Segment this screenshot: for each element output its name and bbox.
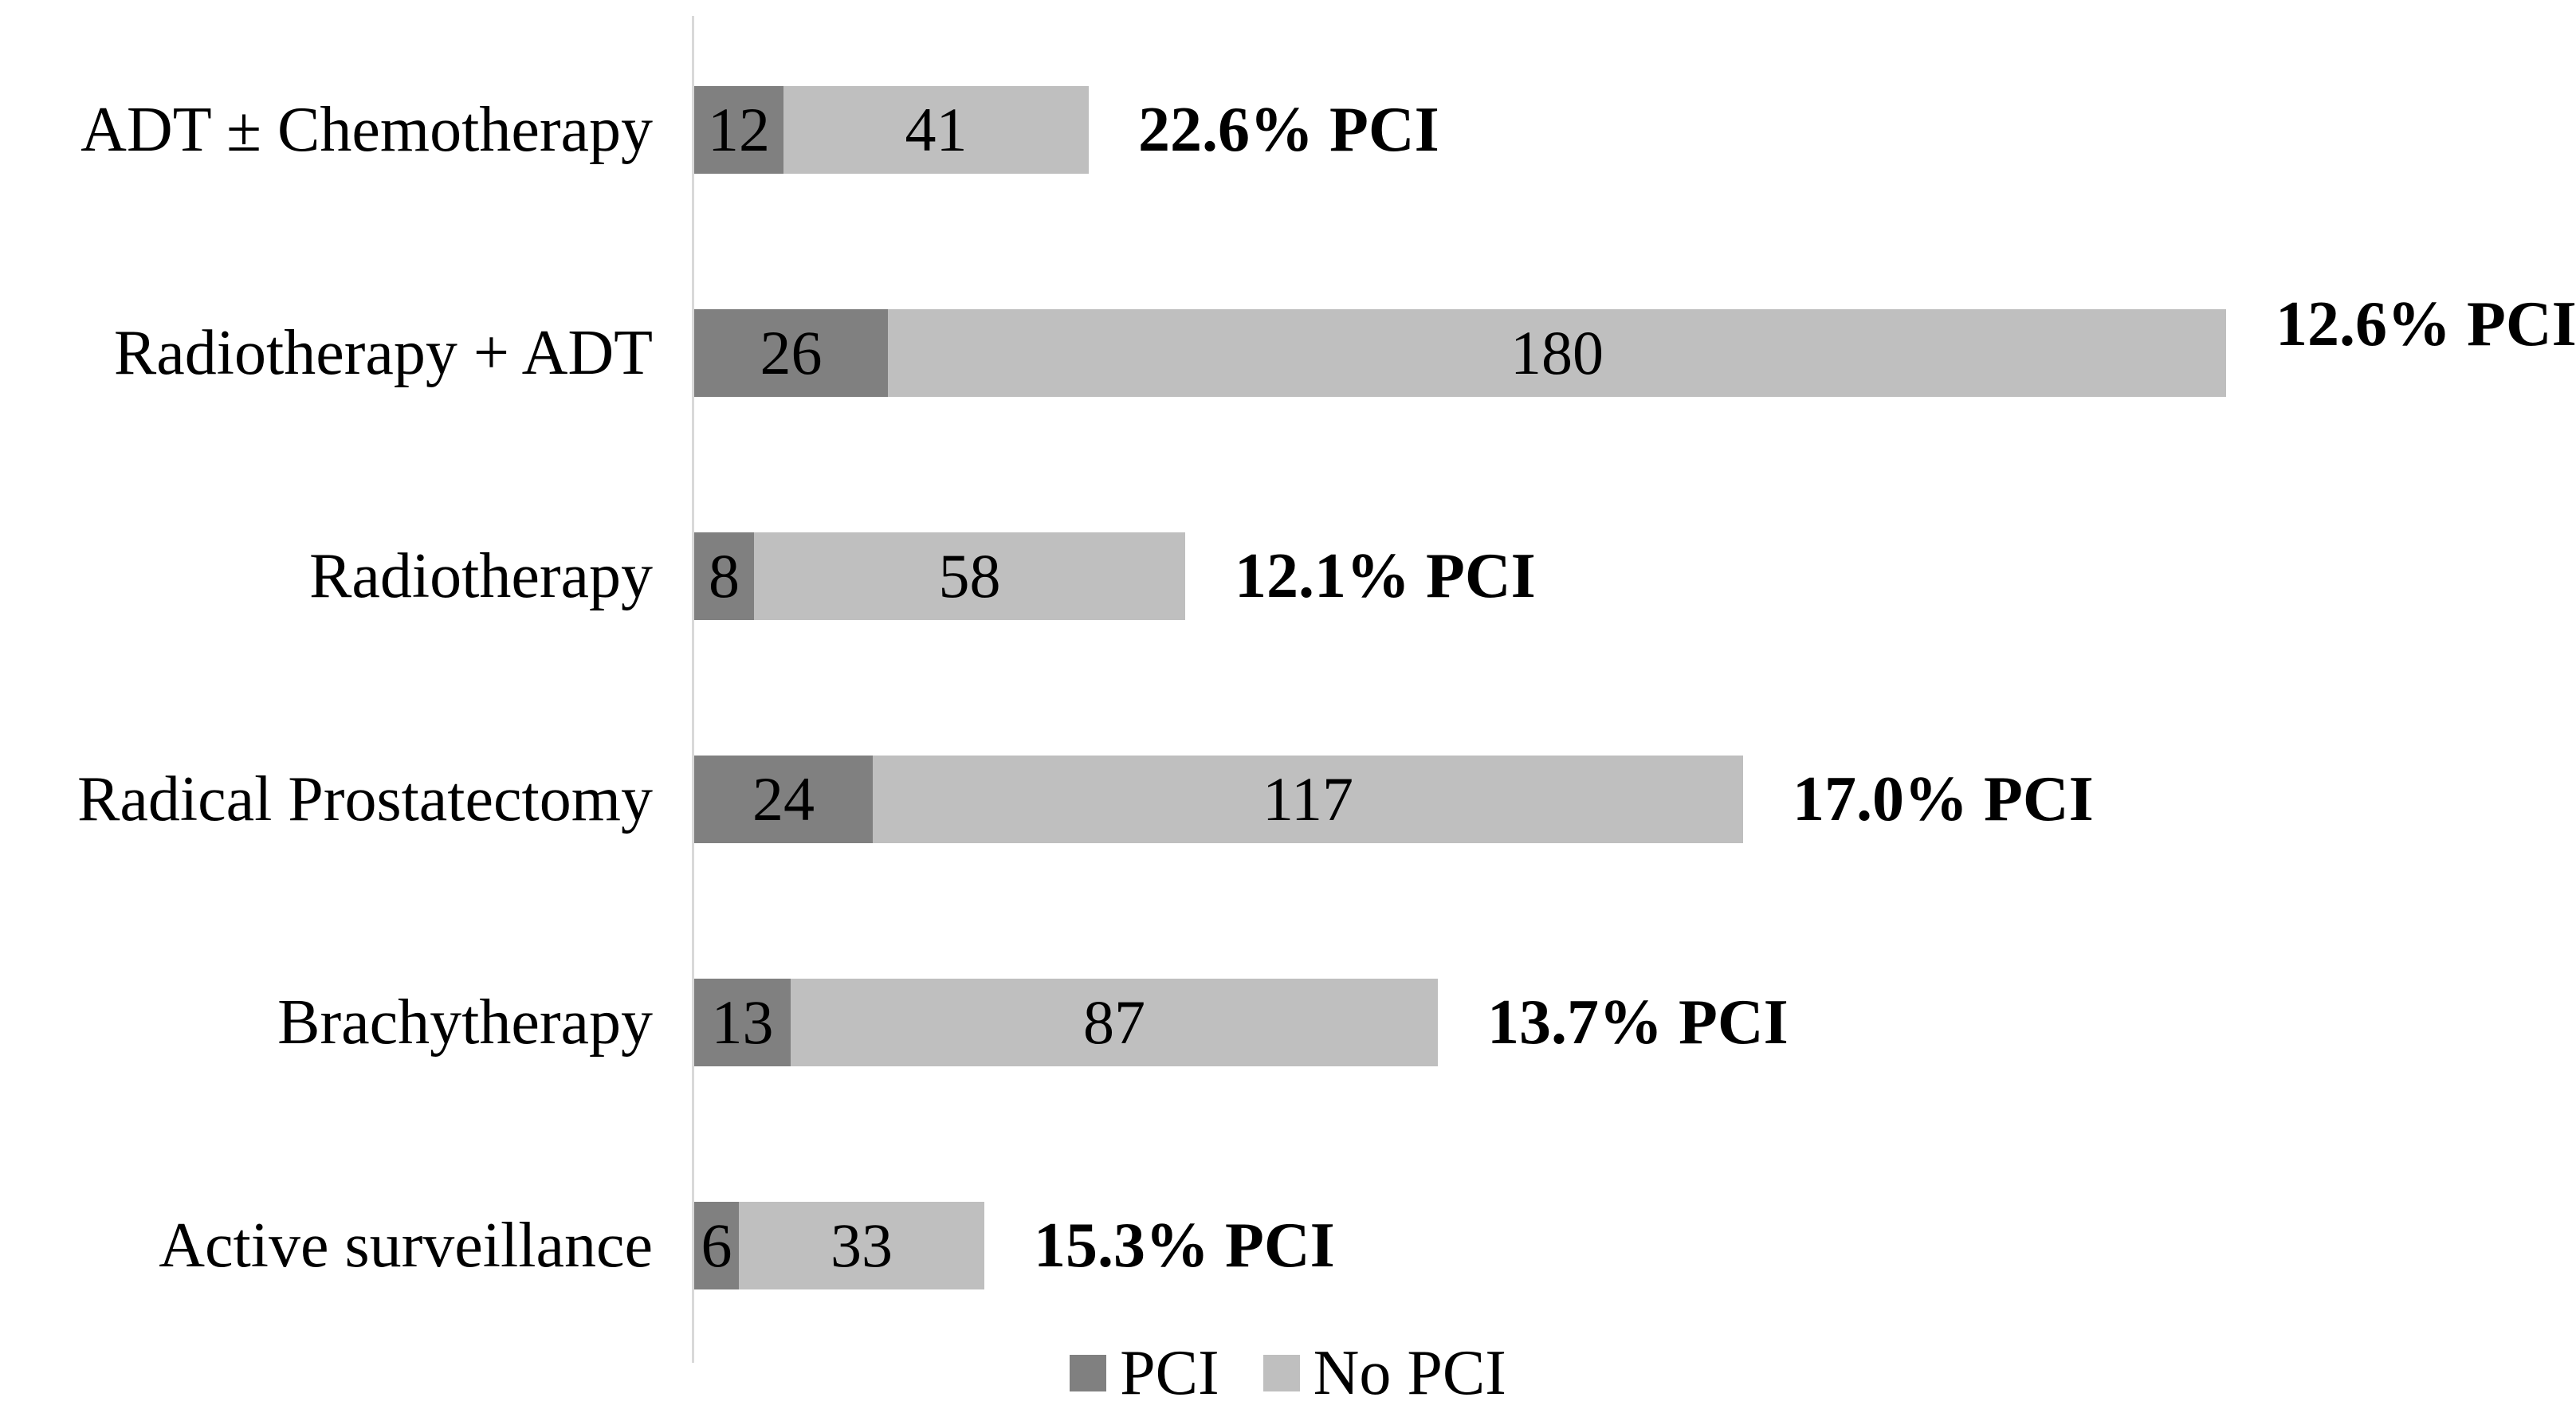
- pci-value-label: 8: [709, 541, 740, 610]
- no-pci-bar-segment: 58: [754, 532, 1185, 620]
- pci-bar-segment: 24: [694, 756, 873, 843]
- legend-label: No PCI: [1313, 1338, 1506, 1408]
- chart-row: ADT ± Chemotherapy 12 41 22.6% PCI: [0, 18, 2576, 241]
- no-pci-value-label: 117: [1262, 764, 1354, 834]
- pci-bar-segment: 26: [694, 309, 888, 397]
- legend-swatch-icon: [1070, 1355, 1107, 1391]
- pci-bar-segment: 6: [694, 1202, 739, 1289]
- bar-stack: 13 87 13.7% PCI: [694, 979, 1789, 1066]
- category-label: Radiotherapy: [309, 541, 653, 611]
- no-pci-value-label: 58: [938, 541, 1001, 610]
- pct-label: 15.3% PCI: [1034, 1211, 1335, 1281]
- pci-value-label: 13: [711, 987, 774, 1057]
- category-label: Brachytherapy: [277, 987, 653, 1058]
- category-label: Radiotherapy + ADT: [113, 318, 653, 388]
- no-pci-bar-segment: 87: [791, 979, 1438, 1066]
- bar-stack: 6 33 15.3% PCI: [694, 1202, 1335, 1289]
- pci-value-label: 6: [701, 1211, 732, 1280]
- category-label: ADT ± Chemotherapy: [80, 95, 653, 165]
- bar-stack: 12 41 22.6% PCI: [694, 86, 1439, 174]
- category-label: Radical Prostatectomy: [77, 764, 653, 834]
- chart-row: Active surveillance 6 33 15.3% PCI: [0, 1134, 2576, 1357]
- bar-stack: 8 58 12.1% PCI: [694, 532, 1536, 620]
- no-pci-value-label: 41: [905, 95, 968, 164]
- pci-bar-segment: 8: [694, 532, 754, 620]
- chart-row: Radiotherapy + ADT 26 180 12.6% PCI: [0, 241, 2576, 465]
- category-label: Active surveillance: [159, 1211, 653, 1281]
- no-pci-bar-segment: 180: [888, 309, 2226, 397]
- bar-stack: 24 117 17.0% PCI: [694, 756, 2094, 843]
- pct-label: 12.6% PCI: [2276, 289, 2576, 359]
- chart-row: Brachytherapy 13 87 13.7% PCI: [0, 911, 2576, 1134]
- pct-label: 13.7% PCI: [1487, 987, 1789, 1058]
- chart-row: Radical Prostatectomy 24 117 17.0% PCI: [0, 688, 2576, 911]
- legend-item-no-pci: No PCI: [1262, 1338, 1506, 1408]
- legend-label: PCI: [1120, 1338, 1219, 1408]
- no-pci-value-label: 180: [1510, 318, 1604, 387]
- chart-row: Radiotherapy 8 58 12.1% PCI: [0, 465, 2576, 688]
- no-pci-value-label: 33: [831, 1211, 893, 1280]
- pct-label: 17.0% PCI: [1793, 764, 2094, 834]
- bar-stack: 26 180 12.6% PCI: [694, 292, 2576, 397]
- pci-bar-segment: 12: [694, 86, 783, 174]
- no-pci-bar-segment: 41: [783, 86, 1089, 174]
- no-pci-value-label: 87: [1083, 987, 1145, 1057]
- pci-bar-segment: 13: [694, 979, 791, 1066]
- pct-label: 12.1% PCI: [1235, 541, 1536, 611]
- legend-swatch-icon: [1262, 1355, 1300, 1391]
- pci-value-label: 12: [708, 95, 770, 164]
- legend-item-pci: PCI: [1070, 1341, 1219, 1405]
- pct-label: 22.6% PCI: [1138, 95, 1439, 165]
- no-pci-bar-segment: 33: [739, 1202, 984, 1289]
- pci-value-label: 26: [760, 318, 823, 387]
- y-axis-line: [692, 16, 694, 1363]
- plot-area: ADT ± Chemotherapy 12 41 22.6% PCI Radiother…: [0, 18, 2576, 1357]
- pci-value-label: 24: [752, 764, 815, 834]
- legend: PCI No PCI: [0, 1341, 2576, 1405]
- no-pci-bar-segment: 117: [873, 756, 1743, 843]
